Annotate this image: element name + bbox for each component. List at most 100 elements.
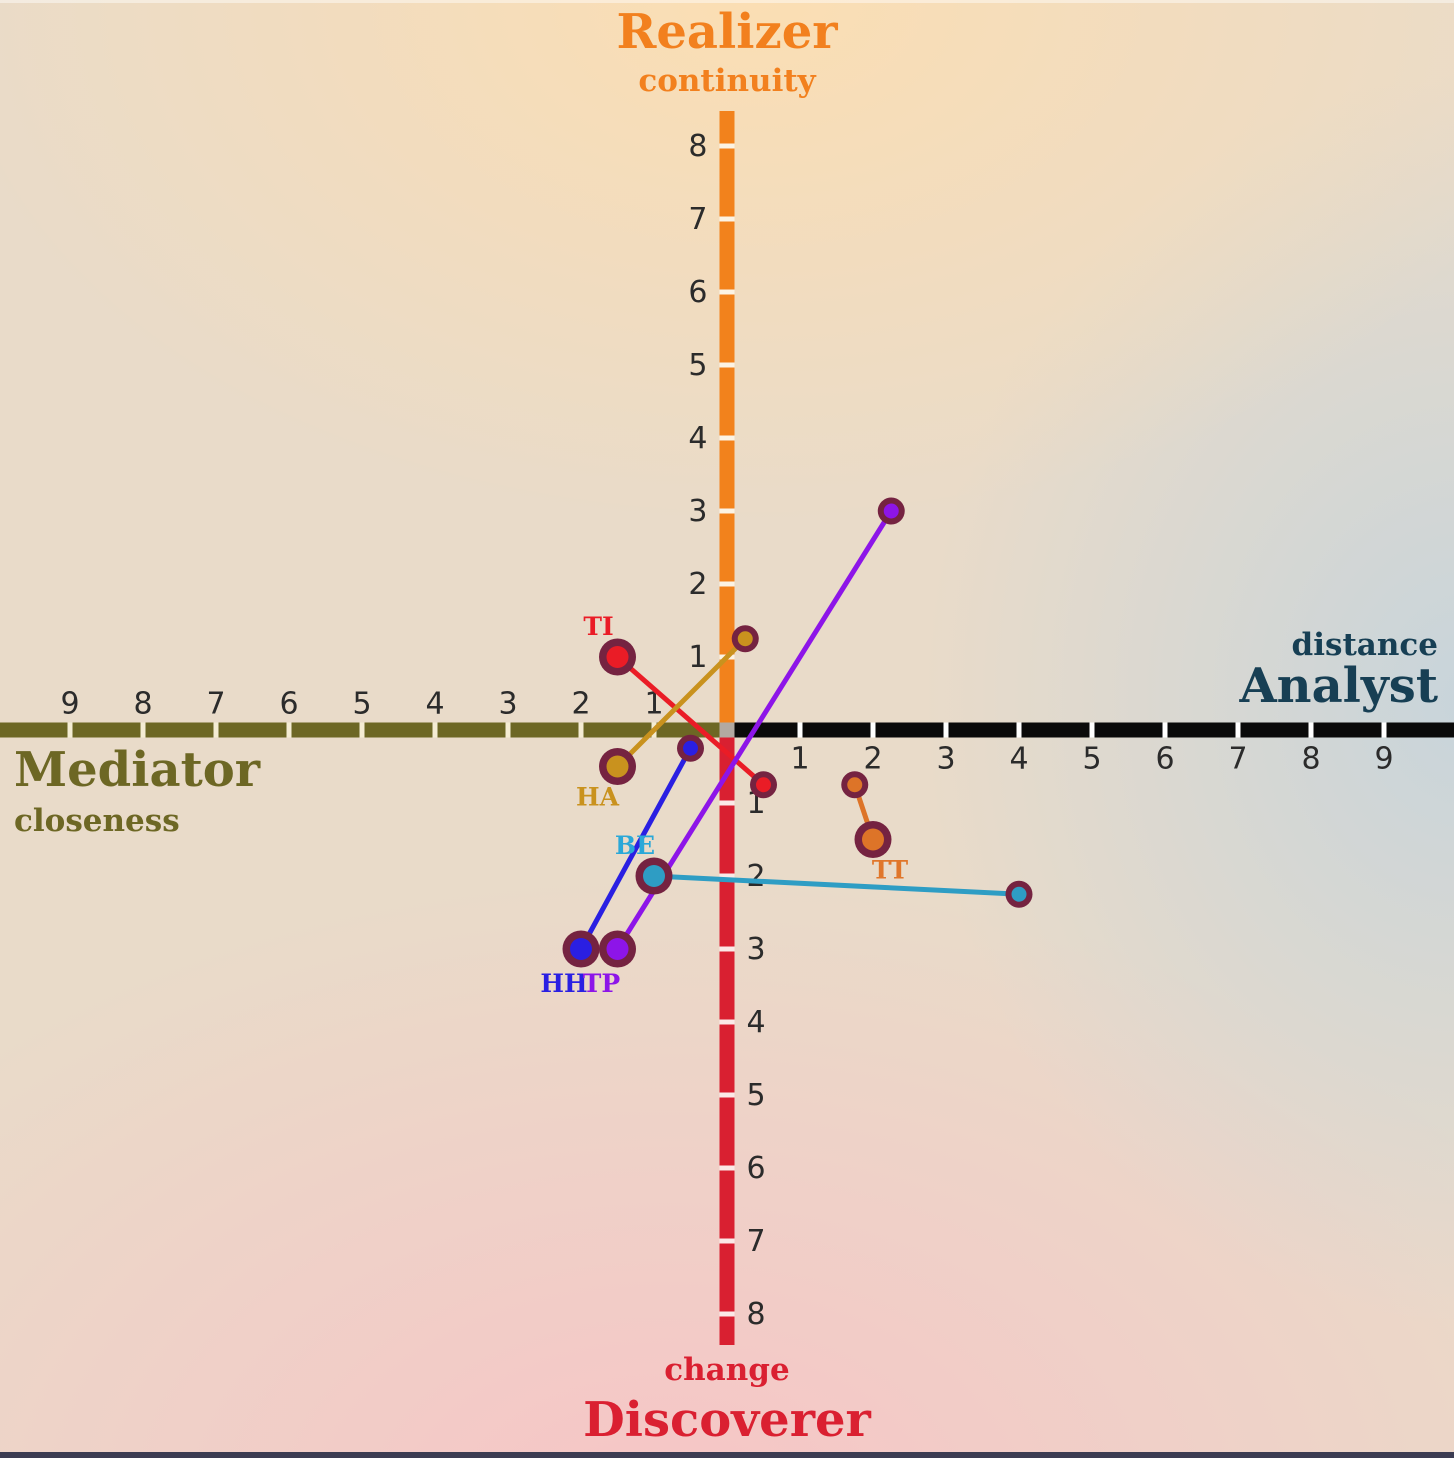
tick-label-right-6: 6 xyxy=(1155,742,1174,777)
tick-left-6 xyxy=(286,722,292,738)
tick-down-8 xyxy=(719,1311,735,1317)
tick-label-up-7: 7 xyxy=(688,202,707,237)
tick-label-right-3: 3 xyxy=(936,742,955,777)
tick-label-left-7: 7 xyxy=(206,687,225,722)
tick-right-4 xyxy=(1016,722,1022,738)
connector-BE xyxy=(653,873,1020,897)
tick-label-up-6: 6 xyxy=(688,275,707,310)
tick-right-7 xyxy=(1235,722,1241,738)
tick-label-up-3: 3 xyxy=(688,494,707,529)
series-label-TT: TT xyxy=(872,856,909,885)
tick-label-right-4: 4 xyxy=(1009,742,1028,777)
tick-label-left-8: 8 xyxy=(133,687,152,722)
tick-up-4 xyxy=(719,435,735,441)
tick-label-up-5: 5 xyxy=(688,348,707,383)
tick-label-up-2: 2 xyxy=(688,567,707,602)
discoverer-title: Discoverer xyxy=(583,1392,871,1448)
axis-bar-up xyxy=(719,111,735,723)
tick-label-left-2: 2 xyxy=(571,687,590,722)
tick-down-3 xyxy=(719,946,735,952)
marker-big-TI[interactable] xyxy=(606,646,629,668)
series-label-BE: BE xyxy=(615,831,655,860)
connector-HA xyxy=(615,636,748,769)
discoverer-subtitle: change xyxy=(664,1352,790,1388)
mediator-title: Mediator xyxy=(14,742,261,798)
marker-big-HH[interactable] xyxy=(570,938,592,960)
tick-label-up-4: 4 xyxy=(688,421,707,456)
tick-down-1 xyxy=(719,800,735,806)
marker-small-TT[interactable] xyxy=(847,777,863,793)
top-edge-highlight xyxy=(0,0,1454,3)
tick-left-3 xyxy=(505,722,511,738)
tick-down-7 xyxy=(719,1238,735,1244)
tick-left-7 xyxy=(213,722,219,738)
series-label-TI: TI xyxy=(583,612,613,641)
marker-big-TP[interactable] xyxy=(606,938,629,960)
axis-center-square xyxy=(719,722,735,738)
tick-label-left-3: 3 xyxy=(498,687,517,722)
tick-right-3 xyxy=(943,722,949,738)
tick-left-9 xyxy=(67,722,73,738)
tick-down-6 xyxy=(719,1165,735,1171)
tick-up-3 xyxy=(719,508,735,514)
tick-left-2 xyxy=(578,722,584,738)
tick-label-left-4: 4 xyxy=(425,687,444,722)
series-label-TP: TP xyxy=(583,969,621,998)
tick-down-2 xyxy=(719,873,735,879)
tick-label-down-2: 2 xyxy=(747,859,766,894)
realizer-subtitle: continuity xyxy=(638,63,816,99)
tick-label-down-3: 3 xyxy=(747,932,766,967)
marker-small-BE[interactable] xyxy=(1011,886,1027,902)
tick-right-6 xyxy=(1162,722,1168,738)
tick-label-right-1: 1 xyxy=(790,742,809,777)
series-label-HH: HH xyxy=(540,969,587,998)
tick-label-up-1: 1 xyxy=(688,640,707,675)
marker-big-TT[interactable] xyxy=(862,828,884,851)
marker-big-BE[interactable] xyxy=(643,865,665,887)
tick-label-left-6: 6 xyxy=(279,687,298,722)
axis-bar-down xyxy=(719,737,735,1345)
tick-label-down-6: 6 xyxy=(747,1151,766,1186)
mediator-subtitle: closeness xyxy=(14,803,180,839)
tick-right-5 xyxy=(1089,722,1095,738)
tick-right-9 xyxy=(1381,722,1387,738)
tick-label-right-9: 9 xyxy=(1374,742,1393,777)
tick-label-down-7: 7 xyxy=(747,1224,766,1259)
connector-HH xyxy=(578,747,693,951)
tick-left-4 xyxy=(432,722,438,738)
series-label-HA: HA xyxy=(576,783,620,812)
tick-up-8 xyxy=(719,143,735,149)
tick-right-8 xyxy=(1308,722,1314,738)
analyst-subtitle: distance xyxy=(1291,627,1438,663)
tick-up-6 xyxy=(719,289,735,295)
marker-small-HH[interactable] xyxy=(683,740,698,756)
marker-small-TP[interactable] xyxy=(883,503,899,519)
connector-TI xyxy=(615,655,766,787)
tick-down-4 xyxy=(719,1019,735,1025)
marker-small-TI[interactable] xyxy=(756,777,771,793)
realizer-title: Realizer xyxy=(616,4,838,60)
analyst-title: Analyst xyxy=(1239,658,1438,714)
tick-left-8 xyxy=(140,722,146,738)
tick-up-2 xyxy=(719,581,735,587)
tick-label-left-5: 5 xyxy=(352,687,371,722)
tick-up-5 xyxy=(719,362,735,368)
marker-big-HA[interactable] xyxy=(606,755,629,778)
tick-up-7 xyxy=(719,216,735,222)
tick-down-5 xyxy=(719,1092,735,1098)
tick-label-left-9: 9 xyxy=(60,687,79,722)
tick-label-down-5: 5 xyxy=(747,1078,766,1113)
tick-right-1 xyxy=(797,722,803,738)
marker-small-HA[interactable] xyxy=(737,631,753,647)
tick-label-right-2: 2 xyxy=(863,742,882,777)
bottom-edge-bar xyxy=(0,1452,1454,1458)
tick-label-right-8: 8 xyxy=(1301,742,1320,777)
tick-right-2 xyxy=(870,722,876,738)
tick-label-right-7: 7 xyxy=(1228,742,1247,777)
tick-left-5 xyxy=(359,722,365,738)
tick-label-right-5: 5 xyxy=(1082,742,1101,777)
tick-label-down-4: 4 xyxy=(747,1005,766,1040)
tick-label-down-8: 8 xyxy=(747,1297,766,1332)
